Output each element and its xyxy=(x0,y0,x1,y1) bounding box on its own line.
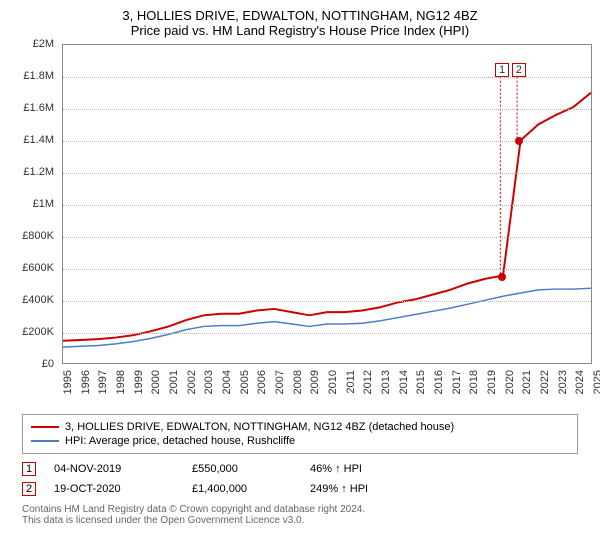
x-tick-label: 2023 xyxy=(557,370,569,394)
y-tick-label: £800K xyxy=(22,230,54,242)
y-tick-label: £1.4M xyxy=(23,134,54,146)
x-tick-label: 2012 xyxy=(362,370,374,394)
x-tick-label: 1995 xyxy=(62,370,74,394)
y-tick-label: £600K xyxy=(22,262,54,274)
chart-container: 3, HOLLIES DRIVE, EDWALTON, NOTTINGHAM, … xyxy=(0,0,600,542)
y-tick-label: £400K xyxy=(22,294,54,306)
y-tick-label: £0 xyxy=(42,358,54,370)
series-line xyxy=(63,93,591,341)
chart-title: 3, HOLLIES DRIVE, EDWALTON, NOTTINGHAM, … xyxy=(10,8,590,23)
x-tick-label: 2017 xyxy=(451,370,463,394)
x-tick-label: 2013 xyxy=(380,370,392,394)
marker-dot xyxy=(498,273,506,281)
y-tick-label: £200K xyxy=(22,326,54,338)
chart-subtitle: Price paid vs. HM Land Registry's House … xyxy=(10,23,590,38)
series-line xyxy=(63,288,591,347)
legend-label: HPI: Average price, detached house, Rush… xyxy=(65,435,295,447)
legend-label: 3, HOLLIES DRIVE, EDWALTON, NOTTINGHAM, … xyxy=(65,421,454,433)
y-axis-labels: £0£200K£400K£600K£800K£1M£1.2M£1.4M£1.6M… xyxy=(10,44,58,364)
legend-item: 3, HOLLIES DRIVE, EDWALTON, NOTTINGHAM, … xyxy=(31,421,569,433)
line-svg xyxy=(63,45,591,363)
x-tick-label: 2024 xyxy=(574,370,586,394)
x-tick-label: 2007 xyxy=(274,370,286,394)
x-tick-label: 2001 xyxy=(168,370,180,394)
y-tick-label: £1.8M xyxy=(23,70,54,82)
transaction-number: 2 xyxy=(22,482,36,496)
transaction-delta: 249% ↑ HPI xyxy=(310,483,430,495)
marker-label: 2 xyxy=(512,63,526,77)
data-rows: 1 04-NOV-2019 £550,000 46% ↑ HPI 2 19-OCT-202… xyxy=(22,462,578,496)
transaction-row: 1 04-NOV-2019 £550,000 46% ↑ HPI xyxy=(22,462,578,476)
x-tick-label: 2011 xyxy=(345,370,357,394)
transaction-delta: 46% ↑ HPI xyxy=(310,463,430,475)
x-tick-label: 2018 xyxy=(468,370,480,394)
x-tick-label: 2008 xyxy=(292,370,304,394)
x-tick-label: 2002 xyxy=(186,370,198,394)
x-tick-label: 2016 xyxy=(433,370,445,394)
footer-line1: Contains HM Land Registry data © Crown c… xyxy=(22,504,578,515)
transaction-date: 19-OCT-2020 xyxy=(54,483,174,495)
x-tick-label: 1999 xyxy=(133,370,145,394)
y-tick-label: £2M xyxy=(33,38,54,50)
x-tick-label: 2019 xyxy=(486,370,498,394)
x-tick-label: 2014 xyxy=(398,370,410,394)
legend-swatch xyxy=(31,440,59,442)
x-tick-label: 1997 xyxy=(97,370,109,394)
transaction-date: 04-NOV-2019 xyxy=(54,463,174,475)
x-tick-label: 1998 xyxy=(115,370,127,394)
transaction-row: 2 19-OCT-2020 £1,400,000 249% ↑ HPI xyxy=(22,482,578,496)
x-tick-label: 2004 xyxy=(221,370,233,394)
plot-area: 12 xyxy=(62,44,592,364)
x-tick-label: 1996 xyxy=(80,370,92,394)
legend-box: 3, HOLLIES DRIVE, EDWALTON, NOTTINGHAM, … xyxy=(22,414,578,454)
y-tick-label: £1.6M xyxy=(23,102,54,114)
x-tick-label: 2020 xyxy=(504,370,516,394)
x-tick-label: 2009 xyxy=(309,370,321,394)
y-tick-label: £1.2M xyxy=(23,166,54,178)
x-tick-label: 2021 xyxy=(521,370,533,394)
legend-item: HPI: Average price, detached house, Rush… xyxy=(31,435,569,447)
transaction-number: 1 xyxy=(22,462,36,476)
footer-attribution: Contains HM Land Registry data © Crown c… xyxy=(22,504,578,526)
x-tick-label: 2015 xyxy=(415,370,427,394)
marker-dot xyxy=(515,137,523,145)
x-tick-label: 2010 xyxy=(327,370,339,394)
x-tick-label: 2003 xyxy=(203,370,215,394)
transaction-price: £550,000 xyxy=(192,463,292,475)
x-tick-label: 2025 xyxy=(592,370,600,394)
footer-line2: This data is licensed under the Open Gov… xyxy=(22,515,578,526)
legend-swatch xyxy=(31,426,59,428)
chart-area: £0 £200K £400K £600K £800K £1M £1.2M £1.4M £1.6M… xyxy=(10,44,590,404)
x-tick-label: 2022 xyxy=(539,370,551,394)
y-tick-label: £1M xyxy=(33,198,54,210)
x-tick-label: 2005 xyxy=(239,370,251,394)
x-tick-label: 2006 xyxy=(256,370,268,394)
x-axis-labels: 1995 1996 1997 1998 1999 2000 2001 2002 2003 2004… xyxy=(62,366,592,406)
x-tick-label: 2000 xyxy=(150,370,162,394)
marker-label: 1 xyxy=(495,63,509,77)
transaction-price: £1,400,000 xyxy=(192,483,292,495)
